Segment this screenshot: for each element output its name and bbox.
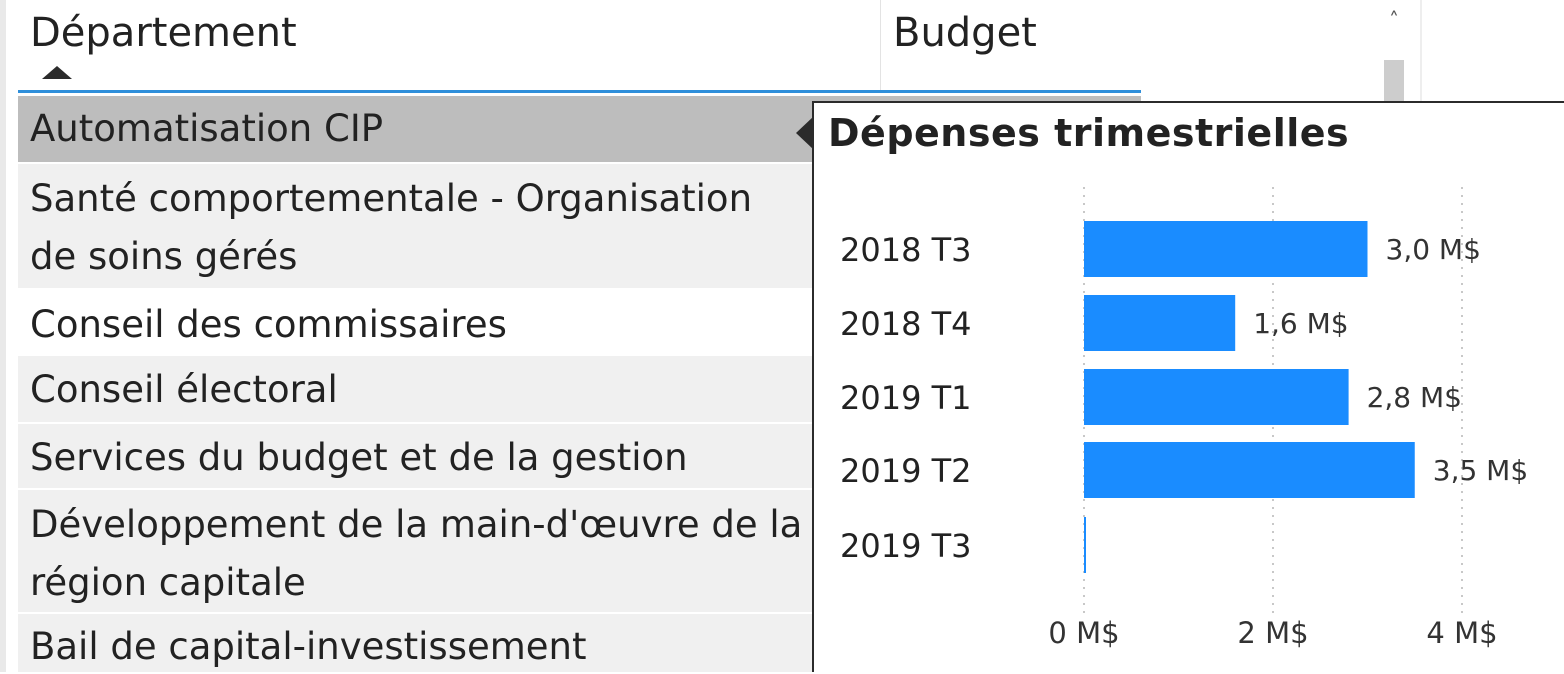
bar[interactable] [1084, 369, 1349, 425]
column-header-budget-label: Budget [893, 10, 1037, 56]
row-department-label: Bail de capital-investissement [30, 625, 587, 668]
x-tick-label: 2 M$ [1237, 616, 1308, 650]
tooltip-panel: Dépenses trimestrielles 0 M$ 2 M$ 4 M$ 2018… [812, 101, 1564, 672]
quarterly-spending-chart: 0 M$ 2 M$ 4 M$ 2018 T3 3,0 M$ 2018 T4 1,6 M$ 20… [840, 187, 1528, 650]
x-tick-label: 0 M$ [1048, 616, 1119, 650]
bar[interactable] [1084, 517, 1086, 573]
tooltip-pointer [796, 116, 814, 150]
row-department-label: Services du budget et de la gestion [30, 436, 688, 479]
column-header-budget[interactable]: Budget [880, 0, 1141, 90]
row-department-label: Conseil électoral [30, 368, 338, 411]
data-label: 3,5 M$ [1433, 454, 1528, 487]
bar[interactable] [1084, 442, 1415, 498]
sort-ascending-icon[interactable] [42, 66, 72, 79]
tooltip-title: Dépenses trimestrielles [828, 111, 1350, 155]
left-edge-strip [0, 0, 6, 672]
category-label: 2018 T4 [840, 305, 972, 343]
column-header-department-label: Département [30, 10, 297, 56]
row-department-label: Santé comportementale - Organisation de s… [30, 177, 753, 278]
data-label: 3,0 M$ [1386, 233, 1481, 266]
row-department-label: Conseil des commissaires [30, 303, 507, 346]
category-label: 2019 T3 [840, 527, 972, 565]
bar[interactable] [1084, 221, 1368, 277]
column-header-department[interactable]: Département [18, 0, 868, 90]
data-label: 2,8 M$ [1367, 381, 1462, 414]
row-department-label: Développement de la main-d'œuvre de la ré… [30, 503, 803, 604]
data-label: 1,6 M$ [1253, 307, 1348, 340]
category-label: 2018 T3 [840, 231, 972, 269]
category-label: 2019 T1 [840, 379, 972, 417]
bar[interactable] [1084, 295, 1236, 351]
category-label: 2019 T2 [840, 452, 972, 490]
x-tick-label: 4 M$ [1426, 616, 1497, 650]
header-underline [18, 90, 1141, 93]
row-department-label: Automatisation CIP [30, 107, 384, 150]
chevron-up-icon[interactable]: ˄ [1389, 8, 1399, 32]
